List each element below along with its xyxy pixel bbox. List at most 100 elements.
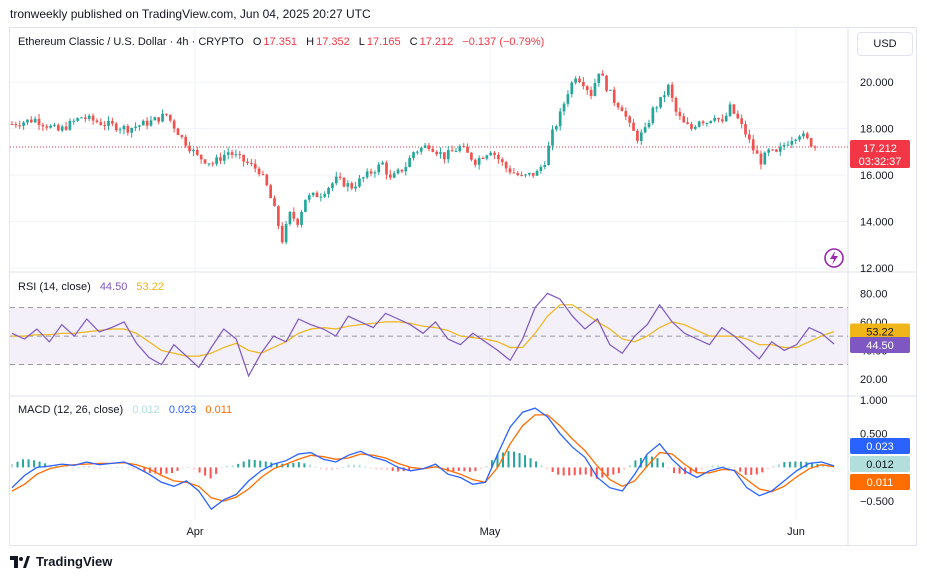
candle xyxy=(489,151,493,156)
candle-body xyxy=(188,145,191,152)
macd-hist-bar xyxy=(187,467,190,468)
rsi-line xyxy=(11,292,835,378)
macd-hist-bar xyxy=(650,456,653,468)
price-candles xyxy=(10,70,817,245)
footer-brand[interactable]: TradingView xyxy=(10,554,112,569)
macd-hist-bar xyxy=(16,461,19,468)
candle xyxy=(219,152,222,165)
candle xyxy=(342,176,346,188)
chart-frame xyxy=(9,27,917,546)
candle xyxy=(350,181,354,191)
candle-body xyxy=(250,163,253,165)
candle-body xyxy=(111,120,114,124)
low-value: 17.165 xyxy=(366,36,401,48)
candle xyxy=(605,74,608,93)
candle xyxy=(10,121,14,125)
macd-hist-bar xyxy=(656,458,659,468)
candle-body xyxy=(736,113,740,119)
macd-hist-bar xyxy=(99,467,102,469)
macd-hist-bar xyxy=(314,466,317,468)
macd-hist-bar xyxy=(347,464,350,468)
macd-hist-bar xyxy=(468,467,471,472)
macd-hist-bar xyxy=(88,466,91,468)
candle xyxy=(257,166,261,177)
macd-tick-label: 0.500 xyxy=(860,429,888,441)
lightning-icon[interactable] xyxy=(824,248,844,268)
candle xyxy=(280,222,284,244)
macd-hist-bar xyxy=(77,467,80,469)
candle xyxy=(558,107,562,131)
candle xyxy=(767,148,771,156)
candle-body xyxy=(597,73,601,84)
candle xyxy=(203,159,207,165)
candle xyxy=(790,136,794,149)
candle-body xyxy=(717,118,720,120)
candle xyxy=(83,113,87,123)
candle xyxy=(755,145,759,154)
macd-hist-bar xyxy=(634,460,637,468)
candle-body xyxy=(80,117,83,119)
candle-body xyxy=(744,123,747,135)
macd-hist-bar xyxy=(689,467,692,474)
candle-body xyxy=(782,145,786,147)
candle xyxy=(53,122,56,127)
low-label: L xyxy=(358,36,365,48)
candle-body xyxy=(172,120,176,129)
candle-body xyxy=(562,103,566,112)
candle-body xyxy=(296,218,300,225)
candle-body xyxy=(165,113,168,115)
macd-hist-bar xyxy=(788,461,791,468)
candle-body xyxy=(566,94,570,104)
macd-hist-bar xyxy=(540,465,543,468)
macd-hist-bar xyxy=(700,467,703,470)
candle xyxy=(585,84,589,95)
candle-body xyxy=(616,102,620,108)
candle-body xyxy=(10,124,14,125)
macd-hist-bar xyxy=(391,467,394,471)
candle-body xyxy=(180,135,184,137)
macd-title[interactable]: MACD (12, 26, close) xyxy=(18,404,124,416)
tradingview-logo-icon xyxy=(10,555,30,568)
candle-body xyxy=(103,124,107,126)
candle-body xyxy=(423,145,427,148)
rsi-title[interactable]: RSI (14, close) xyxy=(18,281,91,293)
candle-body xyxy=(273,198,276,207)
macd-hist-bar xyxy=(397,467,400,472)
candle xyxy=(118,127,122,134)
candle-body xyxy=(582,82,585,87)
candle xyxy=(709,120,713,124)
macd-hist-bar xyxy=(319,467,322,470)
time-tick-label: May xyxy=(480,526,501,538)
candle xyxy=(80,116,83,119)
candle xyxy=(620,104,624,112)
macd-hist-bar xyxy=(711,465,714,468)
candle-body xyxy=(219,157,222,161)
candle xyxy=(400,169,404,174)
candle xyxy=(566,90,570,107)
currency-button[interactable]: USD xyxy=(857,32,913,56)
candle xyxy=(431,145,435,153)
candle-body xyxy=(728,104,732,116)
candle-body xyxy=(334,176,338,184)
candle-body xyxy=(45,126,49,128)
candle xyxy=(358,174,361,188)
candle xyxy=(554,124,558,132)
candle-body xyxy=(508,168,512,173)
candle-body xyxy=(26,119,29,123)
candle-body xyxy=(122,125,126,130)
candle-body xyxy=(14,124,18,126)
macd-hist-bar xyxy=(170,467,173,474)
candle xyxy=(60,124,64,133)
candle-body xyxy=(126,125,130,133)
candle xyxy=(670,81,674,103)
macd-hist-bar xyxy=(601,467,604,478)
rsi-ma-badge: 53.22 xyxy=(850,323,910,340)
candle xyxy=(126,124,130,136)
candle-body xyxy=(454,151,458,153)
candle xyxy=(439,147,442,159)
candle xyxy=(531,173,535,178)
macd-hist-bar xyxy=(463,467,466,472)
symbol-title[interactable]: Ethereum Classic / U.S. Dollar · 4h · CR… xyxy=(18,36,244,48)
candle xyxy=(813,145,817,151)
